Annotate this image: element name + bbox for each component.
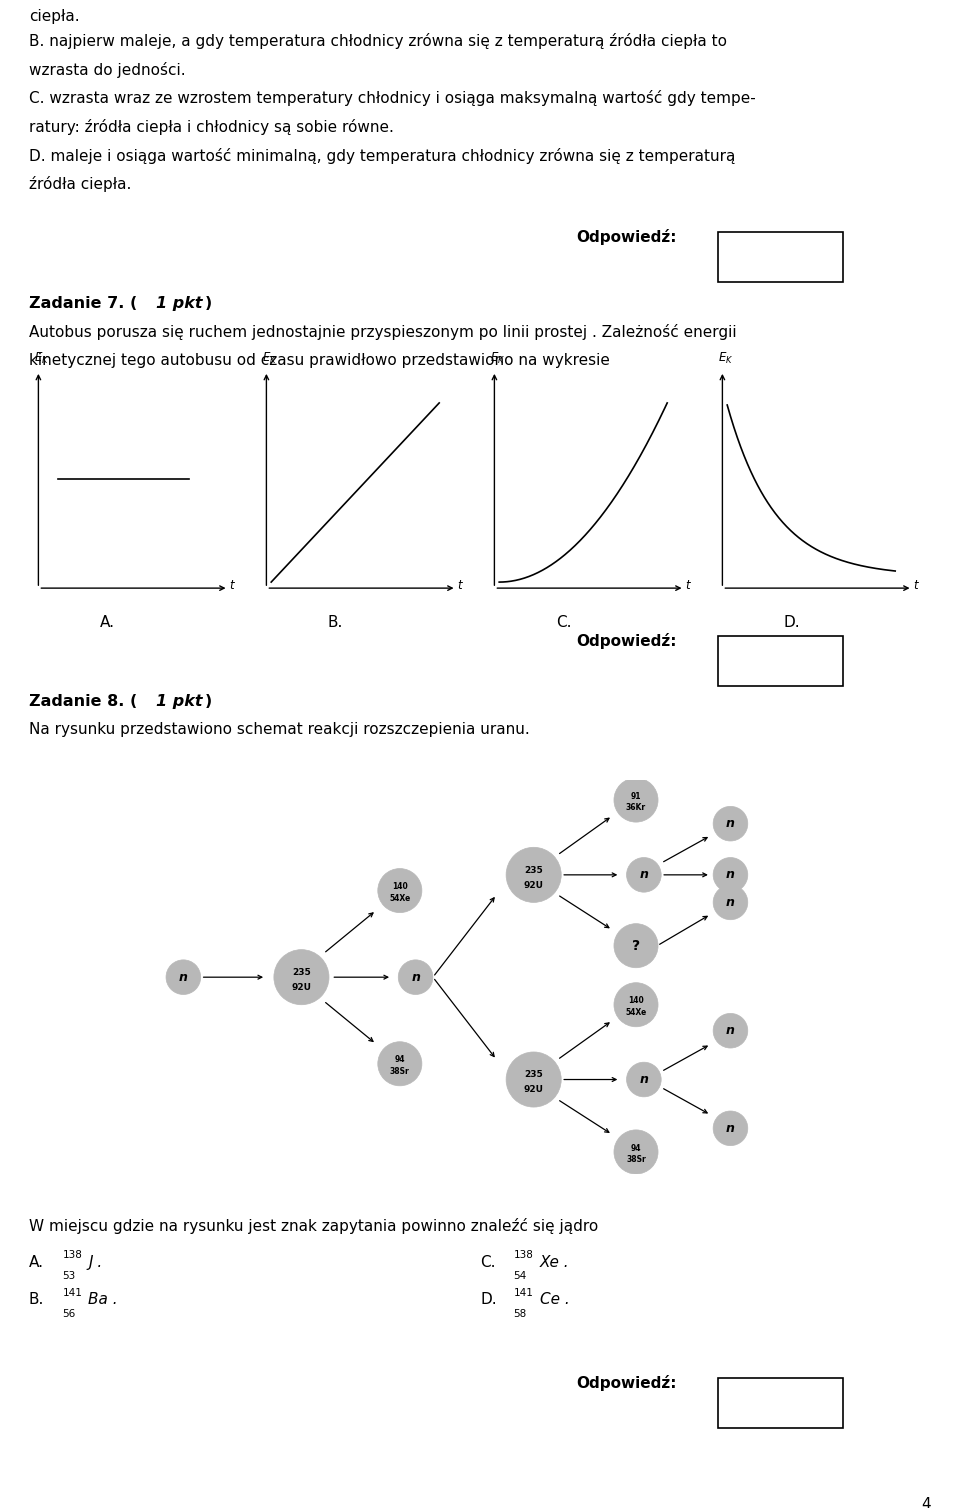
Text: $t$: $t$ bbox=[457, 579, 464, 591]
Circle shape bbox=[713, 858, 748, 893]
Text: Zadanie 8. (: Zadanie 8. ( bbox=[29, 694, 137, 709]
Text: n: n bbox=[726, 869, 735, 881]
Text: ratury: źródła ciepła i chłodnicy są sobie równe.: ratury: źródła ciepła i chłodnicy są sob… bbox=[29, 119, 394, 136]
Text: 53: 53 bbox=[62, 1271, 76, 1282]
Text: D.: D. bbox=[480, 1292, 496, 1307]
Text: n: n bbox=[639, 869, 648, 881]
Text: $E_K$: $E_K$ bbox=[717, 351, 733, 366]
Circle shape bbox=[378, 869, 421, 912]
Circle shape bbox=[614, 983, 658, 1027]
Text: C.: C. bbox=[480, 1255, 495, 1270]
Text: 141: 141 bbox=[62, 1288, 83, 1298]
Text: 235: 235 bbox=[292, 968, 311, 977]
Text: 1 pkt: 1 pkt bbox=[156, 296, 203, 311]
Text: 235: 235 bbox=[524, 1071, 543, 1080]
Text: B.: B. bbox=[327, 615, 344, 630]
Text: 54: 54 bbox=[514, 1271, 527, 1282]
Text: n: n bbox=[726, 1024, 735, 1038]
Text: 4: 4 bbox=[922, 1497, 931, 1508]
Text: 140: 140 bbox=[628, 997, 644, 1006]
Text: C. wzrasta wraz ze wzrostem temperatury chłodnicy i osiąga maksymalną wartość gd: C. wzrasta wraz ze wzrostem temperatury … bbox=[29, 90, 756, 107]
Text: n: n bbox=[179, 971, 188, 983]
Text: 91: 91 bbox=[631, 792, 641, 801]
Text: $E_K$: $E_K$ bbox=[34, 351, 49, 366]
Text: 38Sr: 38Sr bbox=[390, 1068, 410, 1077]
Text: 58: 58 bbox=[514, 1309, 527, 1320]
Text: kinetycznej tego autobusu od czasu prawidłowo przedstawiono na wykresie: kinetycznej tego autobusu od czasu prawi… bbox=[29, 353, 610, 368]
Text: 56: 56 bbox=[62, 1309, 76, 1320]
Circle shape bbox=[627, 858, 661, 893]
Circle shape bbox=[614, 924, 658, 968]
Text: $E_K$: $E_K$ bbox=[490, 351, 505, 366]
Text: A.: A. bbox=[29, 1255, 44, 1270]
Text: 94: 94 bbox=[395, 1056, 405, 1065]
Text: Na rysunku przedstawiono schemat reakcji rozszczepienia uranu.: Na rysunku przedstawiono schemat reakcji… bbox=[29, 722, 530, 737]
Text: 138: 138 bbox=[514, 1250, 534, 1261]
Circle shape bbox=[506, 1053, 562, 1107]
Circle shape bbox=[713, 885, 748, 920]
Text: 92U: 92U bbox=[523, 881, 543, 890]
Text: ciepła.: ciepła. bbox=[29, 9, 80, 24]
Text: źródła ciepła.: źródła ciepła. bbox=[29, 176, 132, 193]
Text: 38Sr: 38Sr bbox=[626, 1155, 646, 1164]
Text: C.: C. bbox=[556, 615, 571, 630]
Bar bbox=[718, 1378, 843, 1428]
Text: 94: 94 bbox=[631, 1143, 641, 1152]
Circle shape bbox=[274, 950, 329, 1004]
Text: W miejscu gdzie na rysunku jest znak zapytania powinno znaleźć się jądro: W miejscu gdzie na rysunku jest znak zap… bbox=[29, 1218, 598, 1235]
Text: ): ) bbox=[204, 694, 212, 709]
Text: 54Xe: 54Xe bbox=[625, 1009, 647, 1016]
Text: Ce .: Ce . bbox=[540, 1292, 569, 1307]
Text: J .: J . bbox=[88, 1255, 103, 1270]
Text: Odpowiedź:: Odpowiedź: bbox=[576, 229, 677, 246]
Text: B. najpierw maleje, a gdy temperatura chłodnicy zrówna się z temperaturą źródła : B. najpierw maleje, a gdy temperatura ch… bbox=[29, 33, 727, 50]
Text: Odpowiedź:: Odpowiedź: bbox=[576, 633, 677, 650]
Text: n: n bbox=[639, 1074, 648, 1086]
Text: 54Xe: 54Xe bbox=[389, 894, 411, 903]
Circle shape bbox=[614, 1129, 658, 1175]
Text: 92U: 92U bbox=[523, 1086, 543, 1095]
Text: ?: ? bbox=[632, 938, 640, 953]
Circle shape bbox=[627, 1062, 661, 1096]
Text: A.: A. bbox=[100, 615, 115, 630]
Text: D.: D. bbox=[783, 615, 800, 630]
Text: $t$: $t$ bbox=[913, 579, 920, 591]
Text: n: n bbox=[726, 817, 735, 831]
Text: 141: 141 bbox=[514, 1288, 534, 1298]
Text: 92U: 92U bbox=[292, 983, 311, 992]
Text: wzrasta do jedności.: wzrasta do jedności. bbox=[29, 62, 185, 78]
Text: $t$: $t$ bbox=[684, 579, 692, 591]
Text: 1 pkt: 1 pkt bbox=[156, 694, 203, 709]
Text: D. maleje i osiąga wartość minimalną, gdy temperatura chłodnicy zrówna się z tem: D. maleje i osiąga wartość minimalną, gd… bbox=[29, 148, 735, 164]
Bar bbox=[718, 636, 843, 686]
Text: n: n bbox=[726, 896, 735, 909]
Text: 138: 138 bbox=[62, 1250, 83, 1261]
Text: Zadanie 7. (: Zadanie 7. ( bbox=[29, 296, 137, 311]
Text: 140: 140 bbox=[392, 882, 408, 891]
Circle shape bbox=[398, 961, 433, 994]
Text: B.: B. bbox=[29, 1292, 44, 1307]
Circle shape bbox=[713, 807, 748, 841]
Circle shape bbox=[713, 1013, 748, 1048]
Text: Ba .: Ba . bbox=[88, 1292, 118, 1307]
Text: 235: 235 bbox=[524, 866, 543, 875]
Text: n: n bbox=[411, 971, 420, 983]
Text: $t$: $t$ bbox=[228, 579, 236, 591]
Circle shape bbox=[713, 1111, 748, 1146]
Text: Xe .: Xe . bbox=[540, 1255, 569, 1270]
Text: Odpowiedź:: Odpowiedź: bbox=[576, 1375, 677, 1392]
Circle shape bbox=[166, 961, 201, 994]
Circle shape bbox=[378, 1042, 421, 1086]
Text: n: n bbox=[726, 1122, 735, 1136]
Text: 36Kr: 36Kr bbox=[626, 804, 646, 813]
Text: $E_K$: $E_K$ bbox=[261, 351, 277, 366]
Circle shape bbox=[614, 778, 658, 822]
Text: Autobus porusza się ruchem jednostajnie przyspieszonym po linii prostej . Zależn: Autobus porusza się ruchem jednostajnie … bbox=[29, 324, 736, 341]
Bar bbox=[718, 232, 843, 282]
Circle shape bbox=[506, 847, 562, 902]
Text: ): ) bbox=[204, 296, 212, 311]
